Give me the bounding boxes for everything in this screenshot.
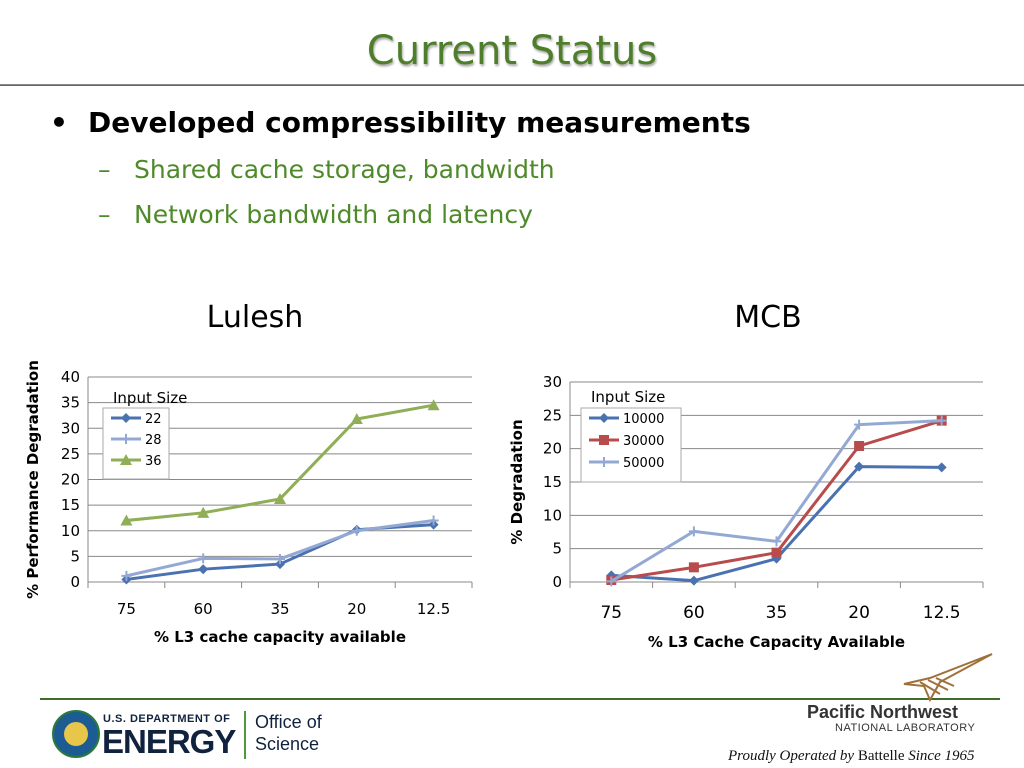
- sub-bullet-marker: –: [98, 155, 111, 184]
- x-tick-label: 35: [766, 603, 788, 623]
- x-tick-label: 12.5: [923, 603, 961, 623]
- lulesh-chart-title: Lulesh: [206, 300, 304, 335]
- y-tick-label: 0: [552, 573, 562, 591]
- sub-bullet: – Network bandwidth and latency: [98, 200, 533, 229]
- y-axis-title: % Performance Degradation: [24, 360, 42, 599]
- y-tick-label: 10: [61, 522, 80, 540]
- main-bullet-text: Developed compressibility measurements: [88, 106, 751, 139]
- data-point: [275, 559, 285, 570]
- y-tick-label: 40: [61, 368, 80, 386]
- data-point: [854, 461, 865, 472]
- slide-title: Current Status: [366, 28, 658, 74]
- doe-department-label: U.S. DEPARTMENT OF: [103, 713, 231, 725]
- legend-title: Input Size: [113, 389, 187, 407]
- x-tick-label: 20: [347, 600, 366, 618]
- data-point: [197, 506, 210, 518]
- doe-energy-wordmark: ENERGY: [102, 723, 236, 760]
- y-tick-label: 15: [61, 496, 80, 514]
- data-point: [688, 526, 699, 537]
- data-point: [275, 553, 285, 564]
- data-point: [428, 515, 439, 526]
- doe-seal-logo: [52, 710, 100, 758]
- data-point: [771, 547, 782, 558]
- data-point: [121, 570, 132, 581]
- y-tick-label: 35: [61, 394, 80, 412]
- battelle-tagline: Proudly Operated by Battelle Since 1965: [728, 748, 974, 765]
- data-point: [427, 399, 440, 411]
- science-line: Science: [255, 734, 320, 754]
- y-tick-label: 0: [70, 573, 80, 591]
- y-tick-label: 5: [552, 540, 562, 558]
- title-divider: [0, 84, 1024, 86]
- x-axis-title: % L3 Cache Capacity Available: [648, 633, 905, 651]
- x-tick-label: 75: [600, 603, 622, 623]
- data-point: [274, 492, 286, 504]
- data-point: [351, 525, 362, 536]
- y-tick-label: 25: [61, 445, 80, 463]
- footer-divider: [40, 698, 1000, 700]
- x-tick-label: 75: [117, 600, 136, 618]
- pnnl-logo-icon: [903, 653, 993, 702]
- office-line: Office of: [255, 712, 322, 732]
- sub-bullet-marker: –: [98, 200, 111, 229]
- logo-divider: [244, 711, 246, 759]
- battelle-pre: Proudly Operated by: [728, 748, 855, 764]
- main-bullet: • Developed compressibility measurements: [50, 106, 751, 139]
- y-tick-label: 15: [543, 473, 562, 491]
- y-tick-label: 20: [543, 440, 562, 458]
- data-point: [936, 415, 947, 426]
- x-tick-label: 12.5: [417, 600, 450, 618]
- legend-marker: [599, 457, 609, 467]
- legend-marker: [120, 454, 132, 465]
- y-tick-label: 30: [543, 373, 562, 391]
- y-tick-label: 25: [543, 406, 562, 424]
- data-point: [198, 553, 209, 564]
- legend-marker: [599, 435, 609, 445]
- x-axis-title: % L3 cache capacity available: [154, 628, 406, 646]
- legend-box: [102, 407, 170, 480]
- y-tick-label: 10: [543, 506, 562, 524]
- bullet-marker: •: [50, 106, 68, 139]
- sub-bullet-text: Network bandwidth and latency: [134, 200, 533, 229]
- battelle-post: Since 1965: [908, 748, 975, 764]
- office-of-science-label: Office of Science: [255, 711, 322, 755]
- pnnl-name: Pacific Northwest: [807, 702, 959, 722]
- data-point: [854, 441, 865, 451]
- data-point: [198, 564, 209, 575]
- x-tick-label: 35: [270, 600, 289, 618]
- sub-bullet-text: Shared cache storage, bandwidth: [134, 155, 555, 184]
- y-axis-title: % Degradation: [508, 419, 526, 544]
- data-point: [771, 536, 782, 547]
- x-tick-label: 60: [683, 603, 705, 623]
- legend-label: 28: [145, 433, 162, 448]
- legend-title: Input Size: [591, 388, 665, 406]
- y-tick-label: 20: [61, 471, 80, 489]
- y-tick-label: 30: [61, 419, 80, 437]
- sub-bullet: – Shared cache storage, bandwidth: [98, 155, 555, 184]
- legend-box: [580, 407, 682, 483]
- legend-label: 10000: [623, 412, 664, 427]
- legend-label: 36: [145, 454, 162, 469]
- y-tick-label: 5: [70, 547, 80, 565]
- legend-label: 30000: [623, 434, 664, 449]
- x-tick-label: 60: [194, 600, 213, 618]
- data-point: [606, 576, 617, 587]
- data-point: [936, 462, 947, 473]
- data-point: [120, 514, 133, 526]
- data-point: [688, 562, 699, 573]
- x-tick-label: 20: [848, 603, 870, 623]
- data-point: [350, 413, 363, 425]
- mcb-chart-title: MCB: [734, 300, 802, 335]
- data-point: [688, 575, 699, 586]
- data-point: [854, 419, 865, 430]
- legend-label: 22: [145, 412, 162, 427]
- legend-marker: [121, 413, 131, 423]
- pnnl-lab-label: NATIONAL LABORATORY: [835, 722, 976, 734]
- legend-label: 50000: [623, 456, 664, 471]
- legend-marker: [121, 434, 131, 444]
- battelle-brand: Battelle: [857, 748, 905, 764]
- legend-marker: [599, 413, 609, 423]
